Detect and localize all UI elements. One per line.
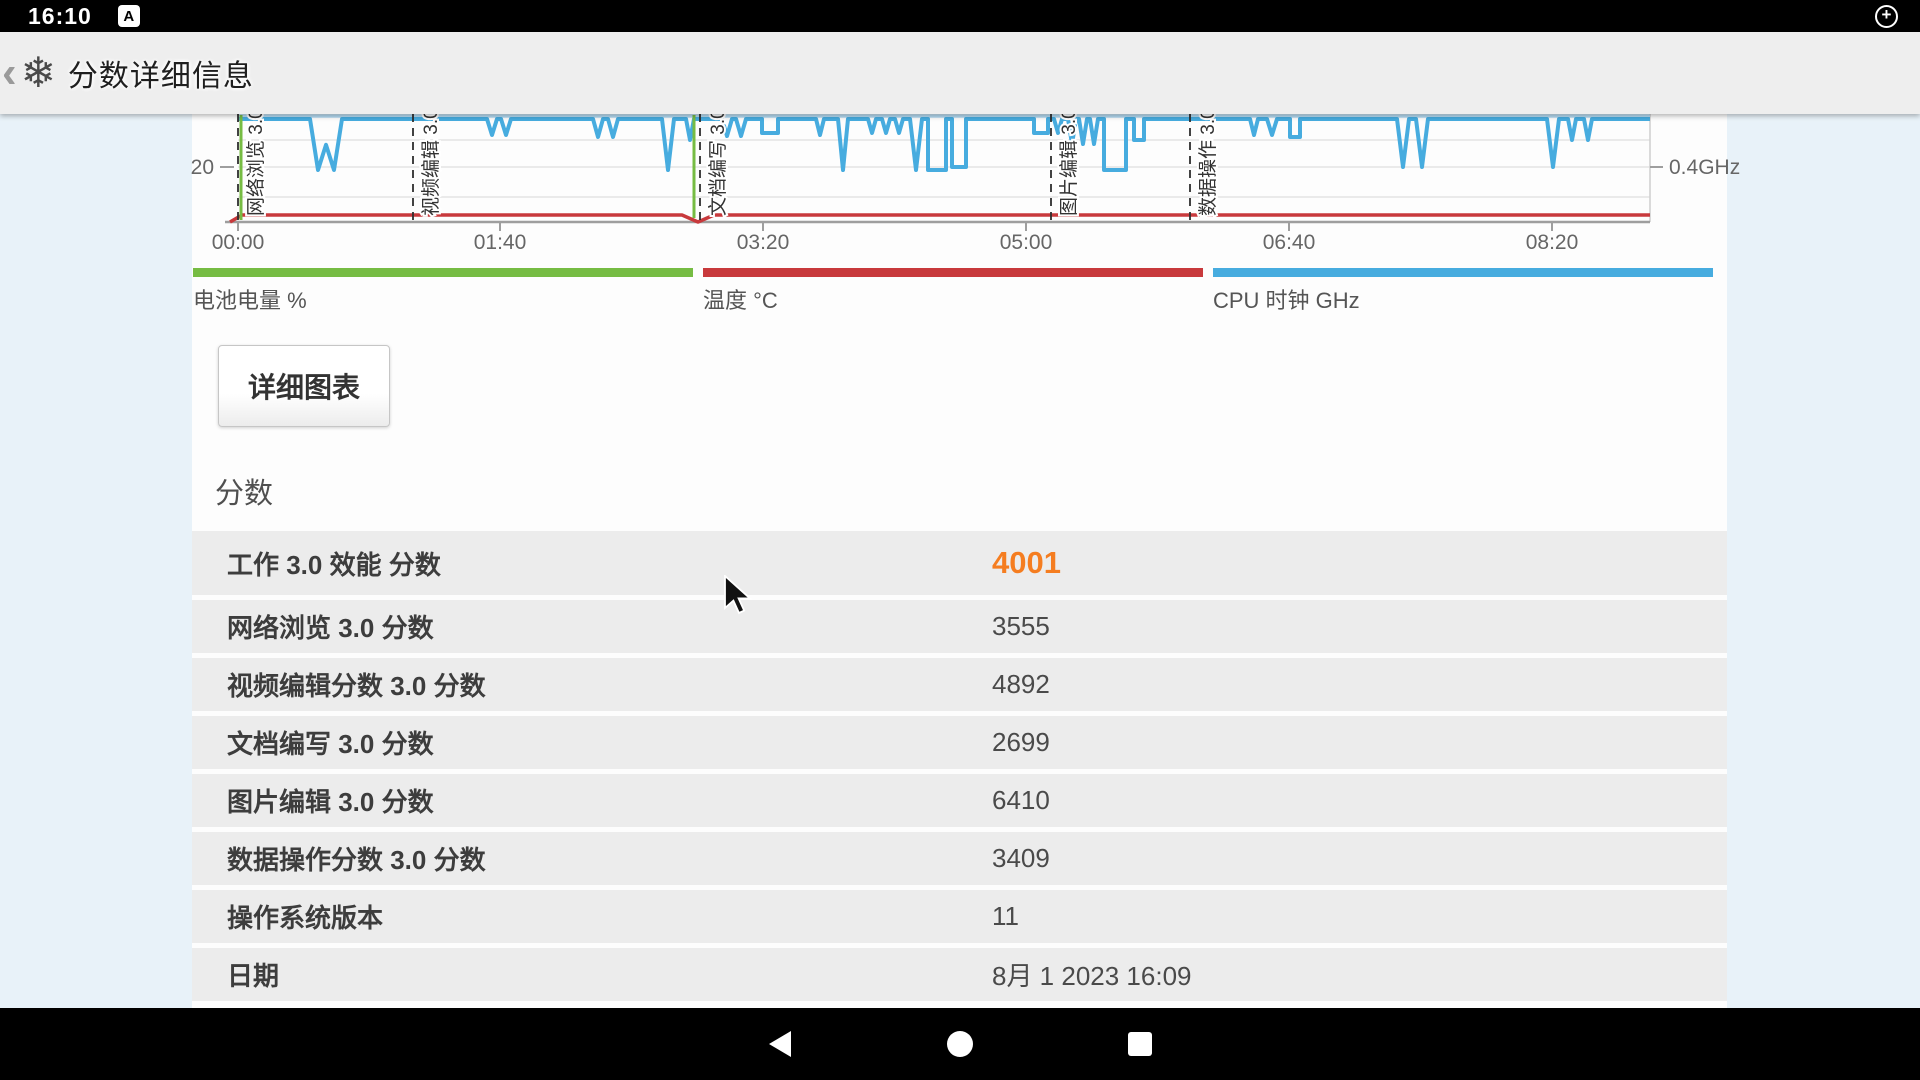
nav-recents-button[interactable] xyxy=(1110,1014,1170,1074)
score-table-row: 工作 3.0 效能 分数 4001 xyxy=(192,531,1727,595)
score-row-value: 3409 xyxy=(992,843,1050,873)
x-tick-label: 03:20 xyxy=(737,231,790,254)
legend-color-bar xyxy=(703,268,1203,277)
score-row-label: 文档编写 3.0 分数 xyxy=(227,729,434,759)
score-row-label: 网络浏览 3.0 分数 xyxy=(227,613,434,643)
x-tick-label: 00:00 xyxy=(212,231,265,254)
status-bar: 16:10 A xyxy=(0,0,1920,32)
score-row-value: 6410 xyxy=(992,785,1050,815)
benchmark-monitoring-chart: 00:00 01:40 03:20 05:00 06:40 08:20 20 0.4GHz 网络… xyxy=(191,114,1740,254)
x-tick-label: 08:20 xyxy=(1526,231,1579,254)
legend-label: 温度 °C xyxy=(703,288,778,313)
score-row-label: 图片编辑 3.0 分数 xyxy=(227,787,434,817)
score-table-row: 图片编辑 3.0 分数 6410 xyxy=(192,774,1727,827)
score-table-row: 网络浏览 3.0 分数 3555 xyxy=(192,600,1727,653)
section-marker-label: 视频编辑 3.0 xyxy=(420,114,442,216)
score-table-row: 日期 8月 1 2023 16:09 xyxy=(192,948,1727,1001)
home-icon xyxy=(947,1031,973,1057)
data-saver-icon xyxy=(1875,4,1898,28)
score-table-row: 数据操作分数 3.0 分数 3409 xyxy=(192,832,1727,885)
input-method-icon: A xyxy=(117,5,140,27)
x-tick-label: 05:00 xyxy=(1000,231,1053,254)
score-table-row: 操作系统版本 11 xyxy=(192,890,1727,943)
score-row-value: 8月 1 2023 16:09 xyxy=(992,961,1192,991)
cpu-clock-line xyxy=(238,117,1650,172)
score-row-label: 操作系统版本 xyxy=(227,903,384,933)
y-left-label: 20 xyxy=(191,156,214,179)
score-table-row: 文档编写 3.0 分数 2699 xyxy=(192,716,1727,769)
mouse-cursor xyxy=(724,575,753,615)
score-row-label: 日期 xyxy=(227,961,280,991)
legend-item: 电池电量 % xyxy=(193,268,693,315)
score-row-value: 3555 xyxy=(992,611,1050,641)
back-chevron-icon[interactable]: ‹ xyxy=(2,48,17,97)
x-tick-label: 06:40 xyxy=(1263,231,1316,254)
legend-item: 温度 °C xyxy=(703,268,1203,315)
legend-label: 电池电量 % xyxy=(193,288,307,313)
score-row-value: 2699 xyxy=(992,727,1050,757)
score-row-label: 视频编辑分数 3.0 分数 xyxy=(227,671,486,701)
legend-color-bar xyxy=(1213,268,1713,277)
section-marker-label: 网络浏览 3.0 xyxy=(245,114,267,216)
chart-legend: 电池电量 % 温度 °C CPU 时钟 GHz xyxy=(193,268,1713,315)
app-snowflake-icon: ❄ xyxy=(20,49,56,96)
score-table: 工作 3.0 效能 分数 4001 网络浏览 3.0 分数 3555 视频编辑分数 3.… xyxy=(192,531,1727,1006)
status-time: 16:10 xyxy=(28,2,92,29)
score-row-value: 4892 xyxy=(992,669,1050,699)
section-marker-label: 图片编辑 3.0 xyxy=(1058,114,1080,216)
score-row-label: 数据操作分数 3.0 分数 xyxy=(227,845,486,875)
app-bar: ‹ ❄ 分数详细信息 xyxy=(0,32,1920,114)
y-right-label: 0.4GHz xyxy=(1669,156,1740,179)
legend-label: CPU 时钟 GHz xyxy=(1213,288,1360,313)
score-row-value: 4001 xyxy=(992,545,1061,580)
section-marker-label: 文档编写 3.0 xyxy=(707,114,729,216)
nav-home-button[interactable] xyxy=(930,1014,990,1074)
back-icon xyxy=(769,1031,791,1057)
nav-back-button[interactable] xyxy=(750,1014,810,1074)
legend-color-bar xyxy=(193,268,693,277)
recents-icon xyxy=(1128,1032,1152,1056)
score-row-label: 工作 3.0 效能 分数 xyxy=(227,549,441,580)
score-row-value: 11 xyxy=(992,901,1019,931)
legend-item: CPU 时钟 GHz xyxy=(1213,268,1713,315)
section-marker-label: 数据操作 3.0 xyxy=(1197,114,1219,216)
detailed-chart-button[interactable]: 详细图表 xyxy=(218,345,390,427)
score-table-row: 视频编辑分数 3.0 分数 4892 xyxy=(192,658,1727,711)
x-tick-label: 01:40 xyxy=(474,231,527,254)
page-title: 分数详细信息 xyxy=(67,60,254,93)
navigation-bar xyxy=(0,1008,1920,1080)
score-section-heading: 分数 xyxy=(215,478,274,510)
